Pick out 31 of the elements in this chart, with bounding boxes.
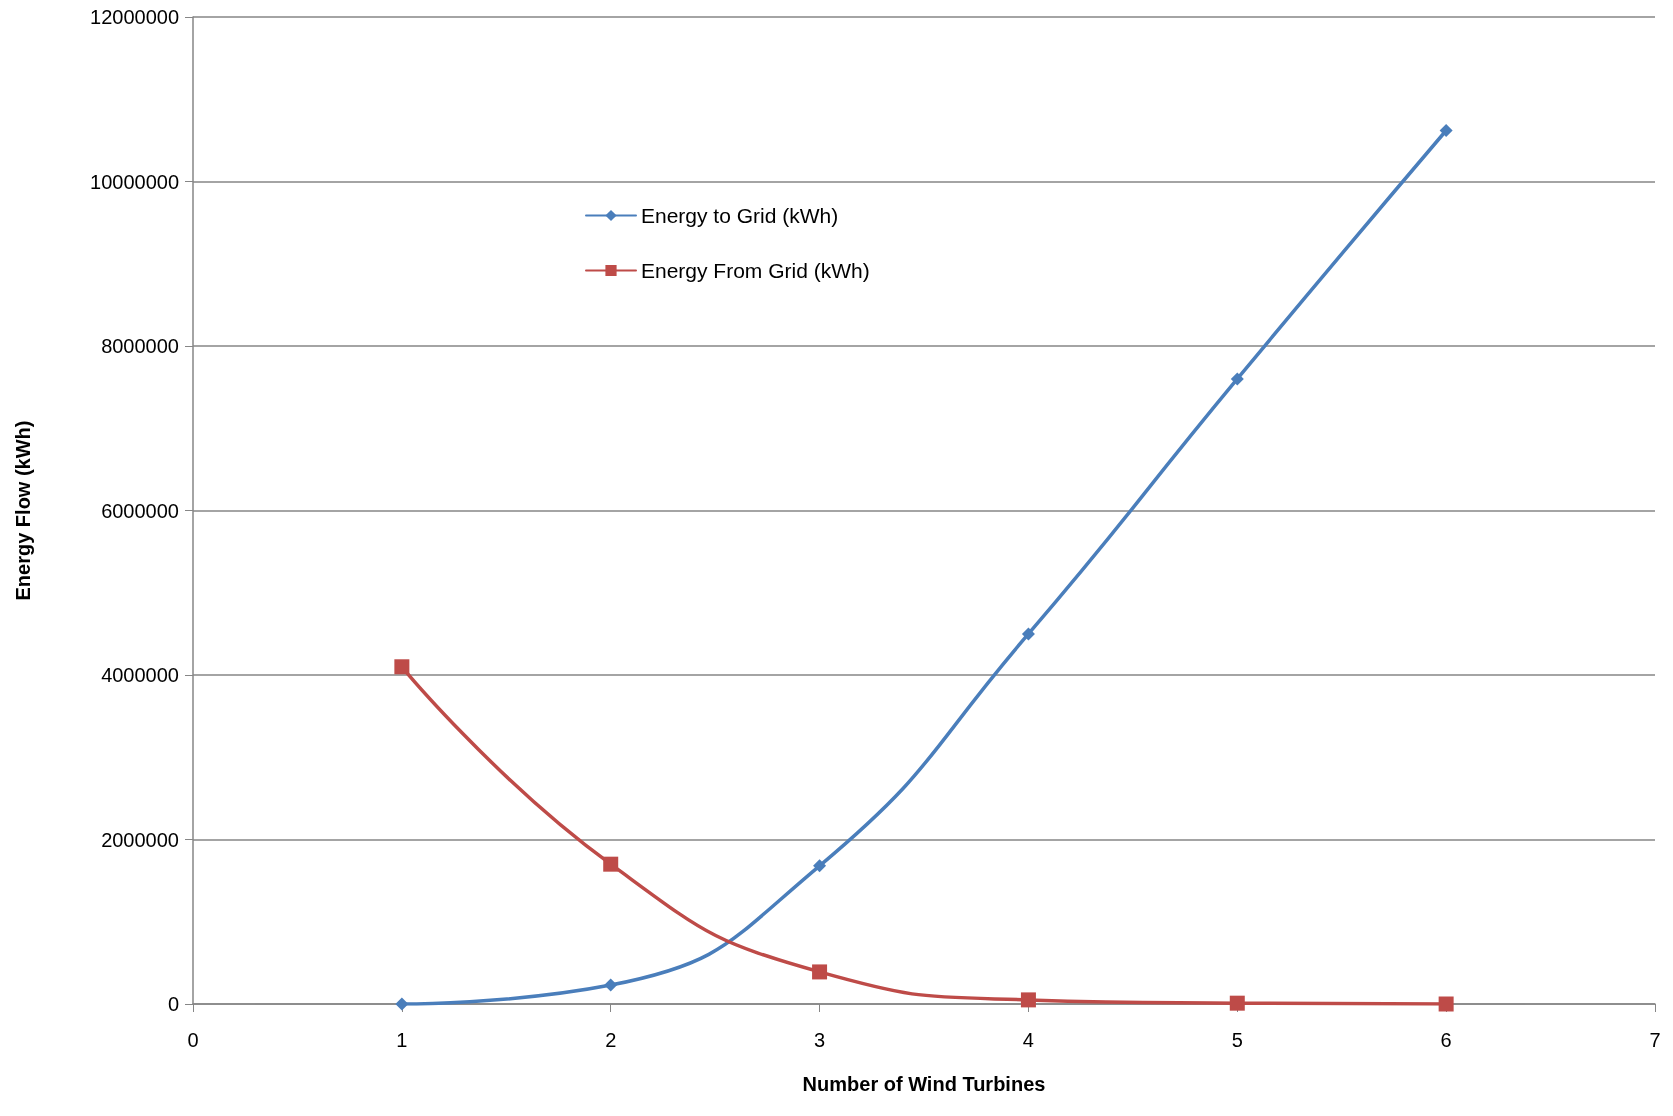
y-tick-label: 10000000 bbox=[90, 170, 179, 193]
x-tick-label: 2 bbox=[605, 1029, 617, 1051]
point bbox=[395, 997, 409, 1011]
point bbox=[603, 856, 619, 872]
x-tick-label: 6 bbox=[1440, 1029, 1452, 1051]
legend-label: Energy From Grid (kWh) bbox=[641, 259, 870, 282]
y-axis-title: Energy Flow (kWh) bbox=[12, 420, 34, 601]
point bbox=[1230, 372, 1244, 386]
x-tick-label: 5 bbox=[1231, 1029, 1243, 1051]
x-tick-label: 4 bbox=[1022, 1029, 1034, 1051]
legend-label: Energy to Grid (kWh) bbox=[641, 204, 839, 227]
point bbox=[394, 659, 410, 675]
point bbox=[812, 964, 828, 980]
point bbox=[1439, 124, 1453, 138]
y-tick-label: 6000000 bbox=[101, 499, 179, 522]
x-axis-title: Number of Wind Turbines bbox=[802, 1073, 1046, 1095]
point bbox=[1020, 992, 1036, 1008]
point bbox=[1438, 996, 1454, 1012]
point bbox=[813, 859, 827, 873]
point bbox=[1229, 995, 1245, 1011]
y-tick-label: 0 bbox=[167, 993, 179, 1015]
x-tick-label: 1 bbox=[396, 1029, 408, 1051]
x-tick-label: 0 bbox=[187, 1029, 199, 1051]
y-tick-label: 4000000 bbox=[101, 664, 179, 686]
x-tick-label: 7 bbox=[1649, 1029, 1661, 1051]
y-tick-label: 8000000 bbox=[101, 335, 179, 357]
point bbox=[1021, 627, 1035, 641]
point bbox=[604, 978, 618, 992]
y-tick-label: 2000000 bbox=[101, 828, 179, 851]
y-tick-label: 12000000 bbox=[90, 6, 179, 28]
x-tick-label: 3 bbox=[814, 1029, 826, 1051]
